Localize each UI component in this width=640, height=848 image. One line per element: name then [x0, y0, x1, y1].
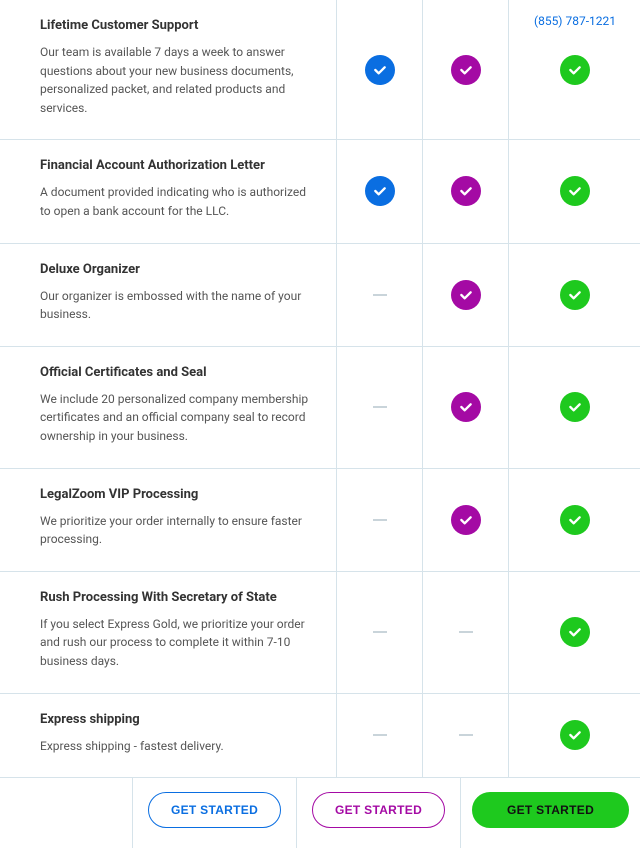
feature-row: Express shipping Express shipping - faste… — [0, 694, 640, 779]
plan-cell — [508, 244, 640, 346]
plan-cell — [422, 694, 508, 778]
feature-title: Deluxe Organizer — [40, 262, 316, 277]
plan-cell — [336, 572, 422, 693]
feature-cell: Rush Processing With Secretary of State I… — [0, 572, 336, 693]
dash-icon — [373, 631, 387, 633]
get-started-button[interactable]: GET STARTED — [312, 792, 445, 828]
feature-row: Financial Account Authorization Letter A … — [0, 140, 640, 243]
check-icon — [451, 392, 481, 422]
plan-cell — [508, 694, 640, 778]
feature-cell: Lifetime Customer Support Our team is ava… — [0, 0, 336, 139]
feature-row: Rush Processing With Secretary of State I… — [0, 572, 640, 694]
feature-title: Official Certificates and Seal — [40, 365, 316, 380]
feature-desc: Our organizer is embossed with the name … — [40, 287, 316, 324]
plan-cell — [508, 347, 640, 468]
plan-cell — [508, 469, 640, 571]
plan-cell — [422, 0, 508, 139]
dash-icon — [373, 519, 387, 521]
cta-cell: GET STARTED — [296, 778, 460, 848]
check-icon — [451, 505, 481, 535]
plan-cell — [508, 572, 640, 693]
feature-desc: We prioritize your order internally to e… — [40, 512, 316, 549]
feature-title: Rush Processing With Secretary of State — [40, 590, 316, 605]
plan-cell — [508, 140, 640, 242]
feature-row: Official Certificates and Seal We include… — [0, 347, 640, 469]
get-started-button[interactable]: GET STARTED — [472, 792, 629, 828]
comparison-table: Lifetime Customer Support Our team is ava… — [0, 0, 640, 778]
dash-icon — [373, 406, 387, 408]
plan-cell — [422, 244, 508, 346]
feature-row: Deluxe Organizer Our organizer is embosse… — [0, 244, 640, 347]
check-icon — [365, 176, 395, 206]
plan-cell — [422, 347, 508, 468]
phone-link[interactable]: (855) 787-1221 — [534, 14, 616, 28]
feature-desc: We include 20 personalized company membe… — [40, 390, 316, 446]
check-icon — [560, 176, 590, 206]
feature-desc: A document provided indicating who is au… — [40, 183, 316, 220]
feature-row: LegalZoom VIP Processing We prioritize yo… — [0, 469, 640, 572]
check-icon — [560, 720, 590, 750]
feature-cell: Financial Account Authorization Letter A … — [0, 140, 336, 242]
plan-cell — [336, 0, 422, 139]
get-started-button[interactable]: GET STARTED — [148, 792, 281, 828]
check-icon — [560, 617, 590, 647]
cta-row: GET STARTED GET STARTED GET STARTED — [0, 778, 640, 848]
feature-cell: Express shipping Express shipping - faste… — [0, 694, 336, 778]
cta-spacer — [0, 778, 132, 848]
feature-desc: Our team is available 7 days a week to a… — [40, 43, 316, 117]
plan-cell — [336, 140, 422, 242]
dash-icon — [459, 734, 473, 736]
check-icon — [451, 280, 481, 310]
dash-icon — [373, 294, 387, 296]
cta-cell: GET STARTED — [460, 778, 640, 848]
plan-cell — [422, 572, 508, 693]
plan-cell — [422, 140, 508, 242]
check-icon — [365, 55, 395, 85]
feature-title: LegalZoom VIP Processing — [40, 487, 316, 502]
check-icon — [451, 55, 481, 85]
check-icon — [560, 392, 590, 422]
feature-cell: Deluxe Organizer Our organizer is embosse… — [0, 244, 336, 346]
check-icon — [560, 55, 590, 85]
check-icon — [560, 280, 590, 310]
feature-title: Express shipping — [40, 712, 316, 727]
feature-title: Lifetime Customer Support — [40, 18, 316, 33]
feature-title: Financial Account Authorization Letter — [40, 158, 316, 173]
dash-icon — [373, 734, 387, 736]
feature-desc: Express shipping - fastest delivery. — [40, 737, 316, 756]
feature-cell: LegalZoom VIP Processing We prioritize yo… — [0, 469, 336, 571]
plan-cell — [336, 244, 422, 346]
plan-cell — [336, 347, 422, 468]
check-icon — [451, 176, 481, 206]
check-icon — [560, 505, 590, 535]
cta-cell: GET STARTED — [132, 778, 296, 848]
plan-cell — [336, 694, 422, 778]
feature-desc: If you select Express Gold, we prioritiz… — [40, 615, 316, 671]
dash-icon — [459, 631, 473, 633]
feature-cell: Official Certificates and Seal We include… — [0, 347, 336, 468]
plan-cell — [336, 469, 422, 571]
plan-cell — [422, 469, 508, 571]
